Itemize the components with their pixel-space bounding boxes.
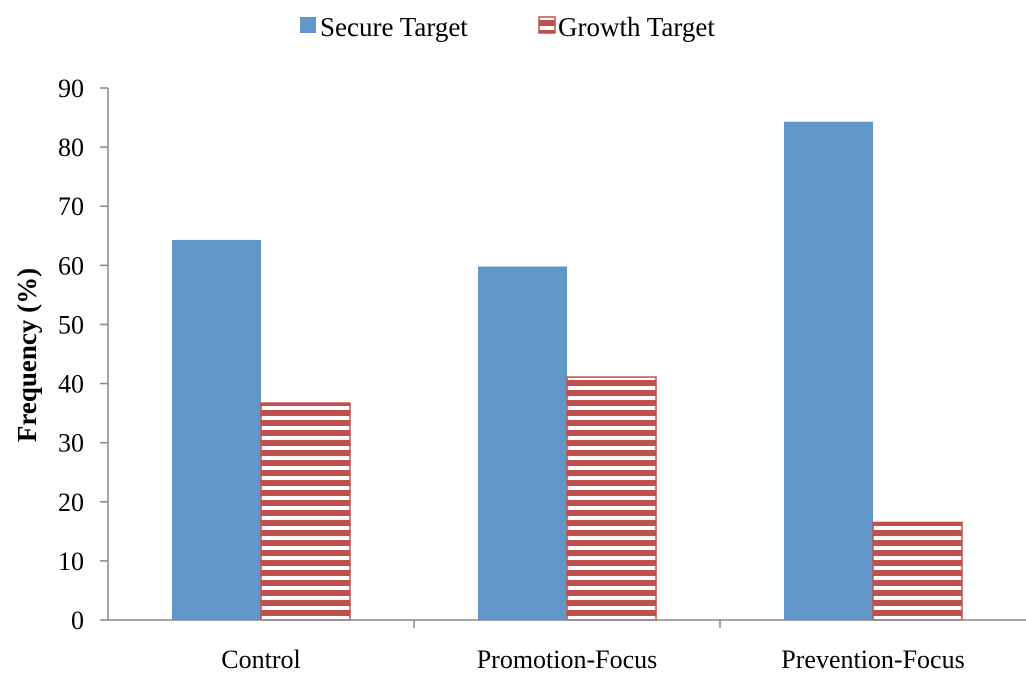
y-tick-label-30: 30 bbox=[58, 429, 84, 458]
y-axis-ticks: 0 10 20 30 40 50 60 70 80 90 bbox=[58, 74, 108, 635]
x-category-label-promotion-focus: Promotion-Focus bbox=[477, 645, 658, 674]
x-category-label-control: Control bbox=[221, 645, 300, 674]
bar-growth-target-control bbox=[261, 403, 350, 620]
legend: Secure Target Growth Target bbox=[300, 12, 715, 42]
y-tick-label-70: 70 bbox=[58, 192, 84, 221]
bar-secure-target-control bbox=[172, 240, 261, 620]
y-tick-label-10: 10 bbox=[58, 547, 84, 576]
y-tick-label-90: 90 bbox=[58, 74, 84, 103]
legend-label-secure-target: Secure Target bbox=[320, 12, 468, 42]
bar-growth-target-prevention-focus bbox=[873, 522, 962, 620]
y-tick-label-40: 40 bbox=[58, 370, 84, 399]
y-tick-label-60: 60 bbox=[58, 251, 84, 280]
legend-swatch-growth-target bbox=[539, 17, 555, 33]
y-axis-title: Frequency (%) bbox=[12, 268, 42, 442]
y-tick-label-20: 20 bbox=[58, 488, 84, 517]
y-tick-label-0: 0 bbox=[71, 606, 84, 635]
x-axis-categories: Control Promotion-Focus Prevention-Focus bbox=[221, 620, 964, 674]
bar-secure-target-prevention-focus bbox=[784, 122, 873, 620]
y-tick-label-80: 80 bbox=[58, 133, 84, 162]
bar-secure-target-promotion-focus bbox=[478, 267, 567, 620]
legend-swatch-secure-target bbox=[300, 17, 316, 33]
bars bbox=[172, 122, 962, 620]
x-category-label-prevention-focus: Prevention-Focus bbox=[781, 645, 964, 674]
bar-growth-target-promotion-focus bbox=[567, 377, 656, 620]
y-tick-label-50: 50 bbox=[58, 310, 84, 339]
legend-label-growth-target: Growth Target bbox=[558, 12, 715, 42]
